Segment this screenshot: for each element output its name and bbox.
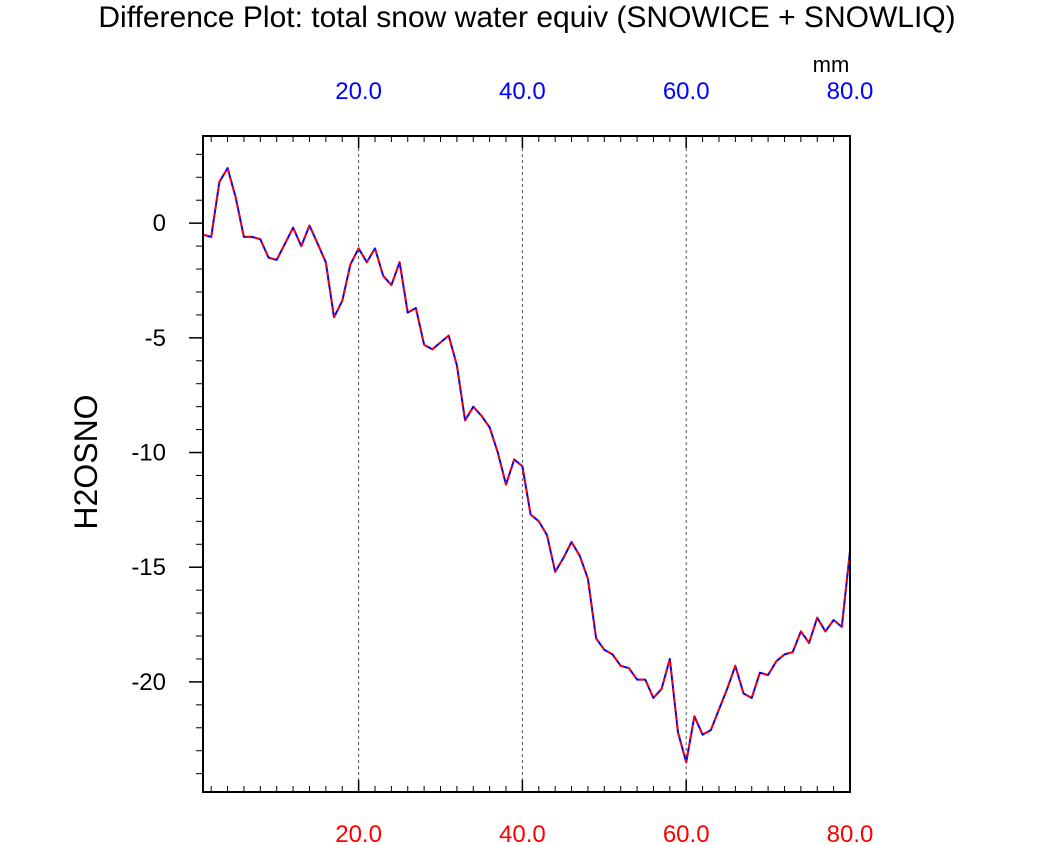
bottom-tick-label: 40.0 xyxy=(499,821,546,845)
bottom-axis: 20.0 40.0 60.0 80.0 xyxy=(210,780,874,845)
top-tick-label: 20.0 xyxy=(335,78,382,105)
top-axis: 20.0 40.0 60.0 80.0 xyxy=(210,78,874,148)
left-tick-label: -5 xyxy=(145,325,166,352)
left-axis: 0 -5 -10 -15 -20 xyxy=(131,153,203,775)
top-tick-label: 60.0 xyxy=(663,78,710,105)
chart-title: Difference Plot: total snow water equiv … xyxy=(98,1,955,34)
grid-lines xyxy=(358,136,687,792)
bottom-tick-label: 80.0 xyxy=(827,821,874,845)
bottom-tick-label: 20.0 xyxy=(335,821,382,845)
series-line-2 xyxy=(202,167,851,764)
top-tick-label: 80.0 xyxy=(827,78,874,105)
left-tick-label: 0 xyxy=(153,210,166,237)
left-tick-label: -10 xyxy=(131,440,166,467)
series-line-1 xyxy=(202,167,851,764)
data-series xyxy=(202,167,851,764)
bottom-tick-label: 60.0 xyxy=(663,821,710,845)
left-tick-label: -20 xyxy=(131,669,166,696)
units-label: mm xyxy=(813,52,850,77)
top-tick-label: 40.0 xyxy=(499,78,546,105)
y-axis-label: H2OSNO xyxy=(68,394,104,529)
left-tick-label: -15 xyxy=(131,554,166,581)
plot-frame xyxy=(202,135,851,793)
